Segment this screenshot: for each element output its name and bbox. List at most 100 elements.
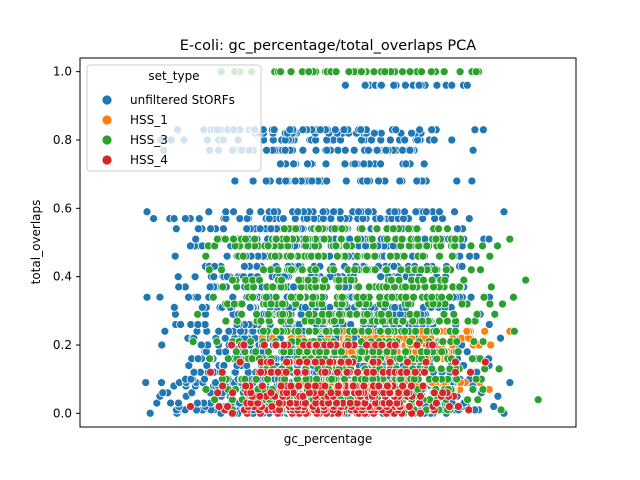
data-point (439, 309, 449, 319)
data-point (324, 309, 334, 319)
data-point (336, 234, 346, 244)
data-point (229, 234, 238, 244)
data-point (242, 224, 252, 234)
data-point (298, 145, 308, 155)
data-point (201, 251, 211, 261)
data-point (397, 234, 407, 244)
data-point (401, 80, 410, 90)
data-point (245, 303, 255, 312)
data-point (471, 374, 481, 384)
data-point (438, 337, 448, 346)
data-point (441, 265, 451, 275)
legend-marker-hss-3 (101, 134, 113, 146)
data-point (422, 241, 432, 251)
data-point (432, 80, 442, 90)
data-point (193, 309, 202, 319)
data-point (449, 309, 459, 319)
data-point (336, 357, 346, 367)
data-point (224, 326, 234, 336)
data-point (194, 214, 204, 223)
data-point (141, 378, 151, 387)
data-point (486, 282, 496, 292)
data-point (266, 224, 276, 234)
data-point (432, 398, 441, 408)
data-point (352, 309, 362, 319)
data-point (271, 326, 281, 336)
data-point (493, 391, 503, 401)
data-point (314, 224, 324, 234)
data-point (369, 128, 379, 138)
data-point (375, 292, 385, 302)
data-point (200, 374, 209, 384)
data-point (438, 388, 448, 398)
data-point (384, 309, 394, 319)
data-point (248, 292, 258, 302)
data-point (350, 265, 360, 275)
data-point (157, 340, 167, 350)
data-point (486, 340, 496, 350)
data-point (197, 303, 207, 312)
data-point (304, 326, 314, 336)
data-point (295, 292, 305, 302)
data-point (217, 265, 226, 275)
data-point (431, 374, 440, 384)
data-point (271, 340, 281, 350)
data-point (217, 367, 227, 377)
data-point (445, 292, 454, 302)
data-point (169, 303, 179, 312)
data-point (359, 381, 369, 391)
data-point (435, 316, 444, 326)
data-point (429, 135, 439, 145)
data-point (440, 275, 450, 285)
data-point (496, 405, 506, 415)
data-point (276, 159, 285, 169)
data-point (278, 299, 287, 309)
data-point (255, 391, 265, 401)
data-point (374, 176, 383, 186)
data-point (479, 125, 488, 135)
data-point (252, 309, 261, 319)
data-point (166, 398, 175, 408)
data-point (326, 388, 336, 398)
legend-label-unfiltered-storfs: unfiltered StORFs (130, 93, 235, 107)
data-point (472, 309, 482, 319)
data-point (427, 125, 437, 135)
data-point (412, 176, 422, 186)
data-point (187, 388, 197, 398)
data-point (416, 408, 425, 418)
data-point (362, 176, 372, 186)
data-point (453, 347, 463, 357)
data-point (335, 309, 344, 319)
data-point (484, 320, 494, 329)
data-point (221, 207, 231, 217)
data-points (141, 67, 543, 418)
data-point (413, 234, 423, 244)
legend-label-hss-1: HSS_1 (130, 113, 168, 127)
data-point (333, 251, 342, 261)
data-point (189, 367, 199, 377)
data-point (415, 125, 424, 135)
data-point (142, 207, 152, 217)
data-point (466, 292, 476, 302)
data-point (337, 347, 346, 357)
data-point (321, 159, 331, 169)
data-point (429, 388, 439, 398)
data-point (333, 367, 342, 377)
data-point (308, 292, 318, 302)
data-point (405, 145, 415, 155)
data-point (447, 135, 457, 145)
data-point (499, 207, 509, 217)
data-point (405, 402, 414, 411)
data-point (403, 357, 412, 367)
data-point (218, 381, 227, 391)
data-point (363, 207, 373, 217)
data-point (279, 224, 289, 234)
data-point (432, 326, 441, 336)
data-point (186, 402, 195, 411)
data-point (417, 67, 426, 77)
data-point (196, 340, 206, 350)
data-point (250, 234, 260, 244)
data-point (435, 207, 444, 217)
data-point (266, 357, 276, 367)
data-point (201, 385, 211, 394)
